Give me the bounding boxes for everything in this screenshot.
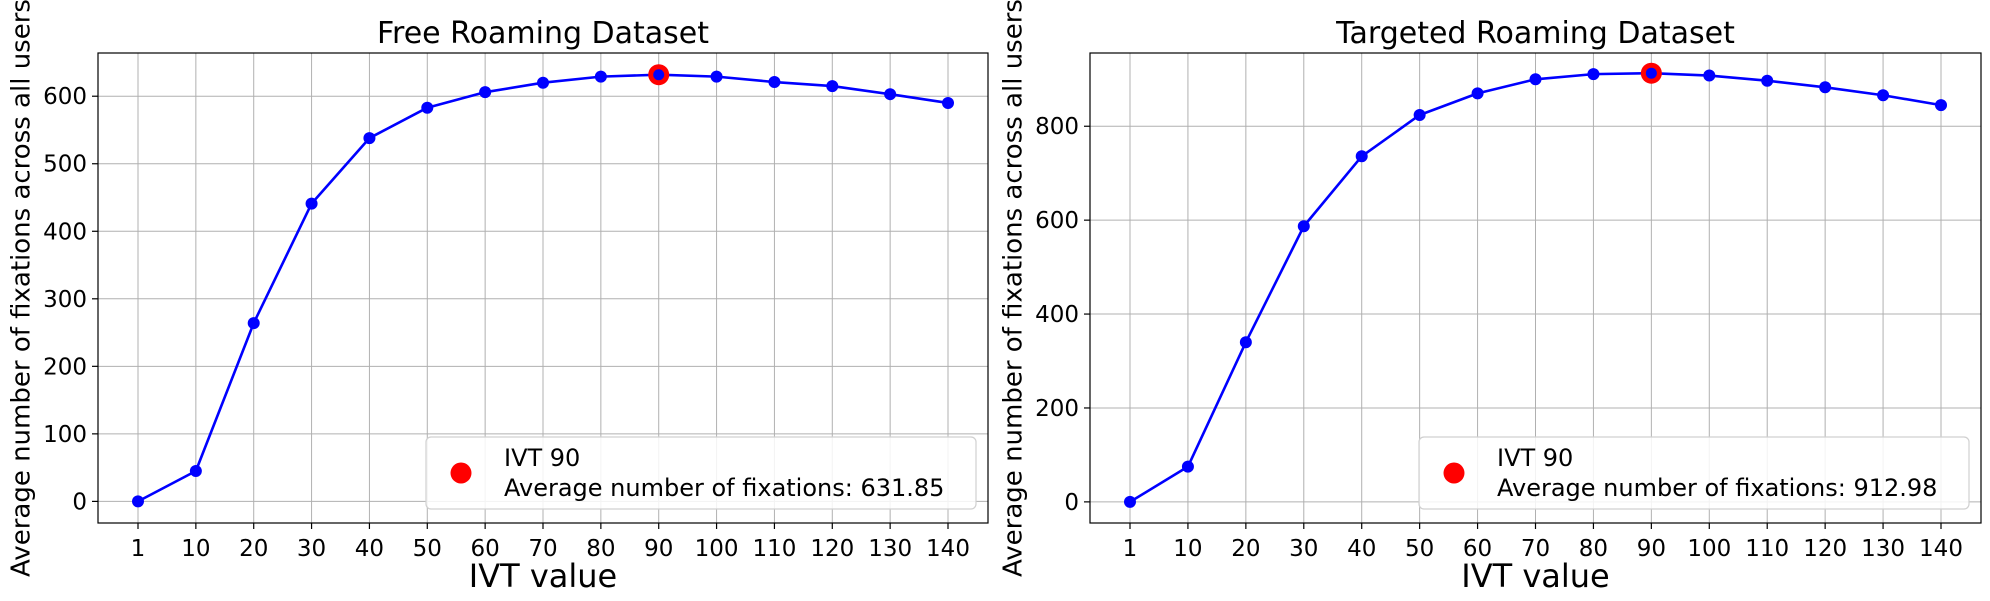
x-tick-label: 10	[181, 536, 210, 562]
chart-panel-1: 1 10 20 30 40 50 60 70 80 90 100 110 120 130 140020040…	[999, 0, 1982, 595]
y-tick-label: 600	[1035, 208, 1079, 234]
data-point	[421, 101, 434, 114]
data-point	[768, 76, 781, 89]
y-axis-label: Average number of fixations across all u…	[7, 0, 37, 577]
data-point	[1529, 73, 1542, 86]
y-tick-label: 200	[43, 354, 87, 380]
data-point	[1877, 89, 1890, 102]
chart-title: Free Roaming Dataset	[377, 16, 709, 51]
y-axis-label: Average number of fixations across all u…	[999, 0, 1029, 577]
y-tick-label: 300	[43, 287, 87, 313]
x-tick-label: 100	[695, 536, 739, 562]
chart-panel-0: 1 10 20 30 40 50 60 70 80 90 100 110 120 130 140010020…	[7, 0, 989, 595]
x-tick-label: 140	[1919, 536, 1963, 562]
x-tick-label: 80	[586, 536, 615, 562]
y-tick-label: 600	[43, 84, 87, 110]
data-point	[1761, 74, 1774, 87]
legend-line-2: Average number of fixations: 631.85	[504, 474, 944, 502]
x-tick-label: 1	[1123, 536, 1138, 562]
x-tick-label: 70	[528, 536, 557, 562]
data-point	[1355, 150, 1368, 163]
data-point	[710, 70, 723, 83]
y-tick-label: 0	[72, 489, 87, 515]
x-tick-label: 120	[810, 536, 854, 562]
legend-marker	[1443, 462, 1465, 484]
x-axis-label: IVT value	[469, 557, 617, 595]
x-tick-label: 100	[1687, 536, 1731, 562]
data-point	[1124, 495, 1136, 508]
data-point	[1239, 336, 1252, 349]
data-point	[826, 80, 839, 93]
x-tick-label: 50	[413, 536, 442, 562]
x-tick-label: 50	[1405, 536, 1434, 562]
x-tick-label: 1	[131, 536, 146, 562]
x-axis-label: IVT value	[1461, 557, 1609, 595]
y-tick-label: 0	[1064, 490, 1079, 516]
y-tick-label: 800	[1035, 114, 1079, 140]
data-point	[1587, 68, 1600, 81]
y-tick-label: 400	[1035, 302, 1079, 328]
y-tick-label: 100	[43, 422, 87, 448]
data-point	[1703, 69, 1716, 82]
x-tick-label: 120	[1803, 536, 1847, 562]
data-point	[1297, 220, 1310, 233]
data-point	[479, 86, 492, 99]
data-point	[305, 197, 318, 210]
x-tick-label: 40	[355, 536, 384, 562]
x-tick-label: 20	[1231, 536, 1260, 562]
data-point	[1471, 87, 1484, 100]
legend-line-1: IVT 90	[504, 444, 580, 472]
legend-marker	[450, 462, 472, 484]
data-point	[537, 76, 549, 89]
x-tick-label: 70	[1521, 536, 1550, 562]
x-tick-label: 60	[1463, 536, 1492, 562]
x-tick-label: 60	[471, 536, 500, 562]
data-point	[1413, 108, 1426, 121]
data-point	[884, 88, 897, 101]
x-tick-label: 30	[297, 536, 326, 562]
legend-line-2: Average number of fixations: 912.98	[1497, 474, 1937, 502]
y-tick-label: 400	[43, 219, 87, 245]
data-point	[1181, 460, 1194, 473]
data-point	[363, 132, 376, 145]
chart-title: Targeted Roaming Dataset	[1335, 16, 1735, 51]
legend-line-1: IVT 90	[1497, 444, 1573, 472]
x-tick-label: 110	[1745, 536, 1789, 562]
x-tick-label: 130	[868, 536, 912, 562]
highlight-inner-point	[1645, 67, 1657, 79]
x-tick-label: 80	[1579, 536, 1608, 562]
data-point	[247, 317, 260, 330]
x-tick-label: 140	[926, 536, 970, 562]
data-point	[1935, 99, 1947, 112]
legend-box	[425, 436, 977, 510]
highlight-inner-point	[653, 69, 665, 81]
x-tick-label: 110	[752, 536, 796, 562]
y-tick-label: 500	[43, 152, 87, 178]
x-tick-label: 90	[644, 536, 673, 562]
legend-box	[1418, 436, 1970, 510]
data-point	[1819, 81, 1832, 94]
x-tick-label: 30	[1289, 536, 1318, 562]
data-point	[189, 465, 202, 478]
data-point	[942, 96, 954, 109]
x-tick-label: 20	[239, 536, 268, 562]
x-tick-label: 40	[1347, 536, 1376, 562]
data-point	[594, 70, 607, 83]
x-tick-label: 90	[1637, 536, 1666, 562]
y-tick-label: 200	[1035, 396, 1079, 422]
x-tick-label: 10	[1173, 536, 1202, 562]
data-point	[132, 495, 144, 508]
x-tick-label: 130	[1861, 536, 1905, 562]
